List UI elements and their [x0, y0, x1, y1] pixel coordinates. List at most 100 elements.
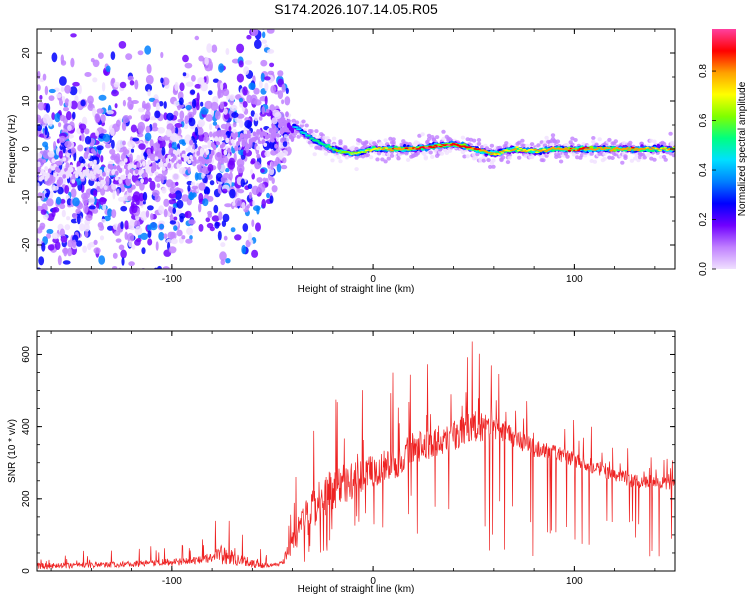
heatmap-cell [244, 60, 253, 65]
heatmap-cell [181, 235, 186, 240]
heatmap-cell [84, 128, 90, 135]
heatmap-cell [261, 39, 267, 44]
heatmap-cell [229, 104, 238, 112]
heatmap-cell [144, 83, 153, 93]
heatmap-cell [62, 174, 67, 179]
heatmap-cell [312, 133, 317, 138]
heatmap-cell [56, 168, 61, 173]
spectrogram-heatmap [35, 11, 675, 315]
heatmap-cell [388, 136, 393, 141]
heatmap-cell [176, 229, 183, 237]
heatmap-cell [259, 80, 263, 89]
heatmap-cell [209, 180, 215, 186]
heatmap-cell [386, 156, 391, 161]
heatmap-cell [243, 66, 250, 75]
heatmap-cell [248, 11, 254, 18]
heatmap-cell [60, 86, 65, 93]
heatmap-cell [663, 157, 668, 162]
heatmap-cell [102, 203, 107, 211]
heatmap-cell [597, 137, 602, 142]
heatmap-cell [234, 234, 242, 241]
heatmap-cell [217, 161, 222, 171]
heatmap-cell [257, 129, 262, 135]
heatmap-cell [42, 159, 47, 164]
heatmap-cell [404, 151, 409, 156]
snr-x-label: Height of straight line (km) [298, 584, 415, 595]
heatmap-cell [376, 151, 382, 156]
heatmap-cell [232, 135, 237, 141]
heatmap-cell [594, 148, 599, 150]
heatmap-cell [166, 112, 174, 121]
heatmap-cell [205, 149, 210, 156]
heatmap-cell [225, 48, 230, 55]
heatmap-cell [248, 82, 256, 90]
heatmap-cell [160, 51, 164, 59]
heatmap-cell [109, 148, 116, 155]
heatmap-cell [649, 148, 653, 151]
heatmap-cell [179, 82, 185, 92]
heatmap-cell [168, 192, 177, 199]
heatmap-cell [301, 119, 306, 124]
heatmap-cell [661, 148, 666, 150]
heatmap-cell [91, 173, 96, 180]
heatmap-cell [64, 140, 72, 148]
heatmap-cell [88, 100, 93, 109]
heatmap-cell [475, 152, 480, 157]
heatmap-cell [187, 166, 191, 174]
heatmap-cell [439, 146, 443, 148]
heatmap-cell [267, 49, 275, 54]
heatmap-cell [658, 155, 664, 159]
heatmap-cell [37, 84, 41, 91]
heatmap-cell [303, 132, 307, 135]
heatmap-cell [243, 130, 248, 135]
heatmap-cell [105, 171, 110, 178]
heatmap-cell [173, 100, 180, 107]
heatmap-cell [147, 230, 152, 238]
heatmap-cell [172, 155, 177, 161]
heatmap-cell [79, 223, 85, 232]
heatmap-cell [70, 33, 77, 38]
heatmap-cell [68, 99, 72, 109]
heatmap-cell [210, 149, 215, 156]
heatmap-cell [93, 159, 97, 165]
heatmap-cell [271, 117, 278, 125]
heatmap-cell [220, 82, 224, 91]
heatmap-cell [154, 175, 162, 183]
heatmap-cell [42, 141, 49, 148]
heatmap-cell [92, 107, 97, 118]
heatmap-cell [471, 138, 477, 143]
heatmap-cell [254, 161, 261, 170]
heatmap-cell [218, 63, 225, 73]
heatmap-cell [243, 133, 248, 139]
heatmap-cell [39, 95, 43, 100]
heatmap-cell [53, 172, 57, 177]
heatmap-cell [53, 141, 57, 151]
heatmap-cell [35, 307, 43, 315]
heatmap-cell [131, 244, 136, 250]
heatmap-cell [146, 148, 152, 156]
heatmap-cell [598, 146, 603, 149]
heatmap-cell [591, 136, 596, 140]
heatmap-cell [522, 148, 527, 151]
heatmap-cell [88, 196, 95, 205]
heatmap-cell [44, 192, 50, 198]
heatmap-cell [357, 138, 362, 143]
heatmap-cell [266, 29, 275, 34]
heatmap-cell [64, 98, 70, 107]
heatmap-cell [204, 100, 213, 110]
heatmap-cell [167, 231, 176, 240]
heatmap-cell [140, 178, 145, 184]
heatmap-cell [93, 239, 98, 245]
heatmap-cell [652, 157, 657, 162]
heatmap-cell [141, 247, 146, 255]
heatmap-cell [213, 204, 219, 214]
heatmap-cell [330, 147, 335, 149]
heatmap-cell [276, 163, 282, 173]
heatmap-cell [129, 153, 134, 163]
heatmap-cell [228, 126, 232, 132]
heatmap-cell [125, 53, 133, 60]
heatmap-cell [112, 179, 120, 185]
heatmap-cell [147, 166, 152, 172]
heatmap-cell [299, 131, 304, 133]
heatmap-cell [111, 169, 115, 175]
